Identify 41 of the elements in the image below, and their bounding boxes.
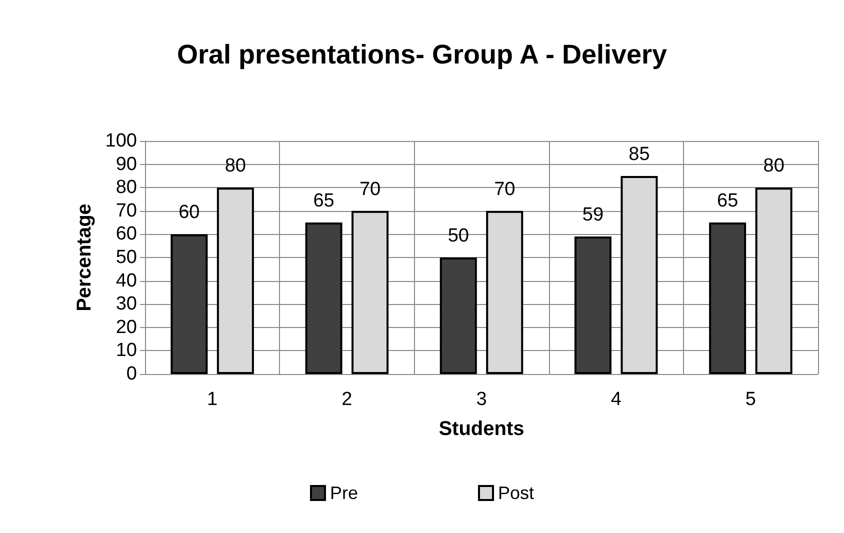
- bar: [170, 234, 208, 374]
- y-tick-label: 100: [105, 130, 137, 152]
- y-tick-label: 50: [116, 247, 137, 268]
- y-tick-label: 80: [116, 177, 137, 198]
- bar: [216, 188, 254, 374]
- y-tick-label: 0: [126, 364, 137, 384]
- data-label: 65: [717, 190, 738, 212]
- y-tick-label: 40: [116, 270, 137, 292]
- bar: [305, 222, 342, 374]
- data-label: 59: [582, 204, 604, 226]
- data-label: 60: [178, 202, 200, 224]
- bar: [709, 222, 746, 374]
- bar: [440, 258, 477, 374]
- y-tick-label: 60: [116, 224, 137, 245]
- bar: [755, 188, 792, 374]
- x-tick-label: 1: [207, 389, 218, 410]
- y-tick-label: 20: [116, 316, 137, 338]
- data-label: 80: [763, 156, 784, 177]
- x-tick-label: 4: [610, 389, 622, 410]
- x-tick-label: 5: [745, 389, 756, 410]
- x-tick-label: 3: [476, 389, 487, 410]
- y-axis-title: Percentage: [73, 204, 96, 312]
- bar: [574, 236, 612, 374]
- chart-title: Oral presentations- Group A - Delivery: [176, 40, 668, 70]
- legend-label: Post: [498, 483, 534, 503]
- data-label: 85: [628, 144, 650, 165]
- x-tick-label: 2: [342, 389, 352, 410]
- data-label: 65: [313, 190, 334, 212]
- y-tick-label: 70: [116, 200, 137, 222]
- y-tick-label: 10: [116, 340, 137, 362]
- legend-label: Pre: [330, 483, 358, 503]
- y-tick-label: 30: [116, 294, 137, 315]
- data-label: 50: [448, 226, 469, 246]
- bar: [352, 210, 389, 374]
- data-label: 70: [359, 178, 381, 200]
- data-label: 80: [224, 156, 246, 177]
- x-axis-title: Students: [438, 418, 524, 440]
- bar: [486, 210, 524, 374]
- y-tick-label: 90: [116, 154, 137, 175]
- bar: [620, 176, 658, 374]
- data-label: 70: [494, 178, 516, 200]
